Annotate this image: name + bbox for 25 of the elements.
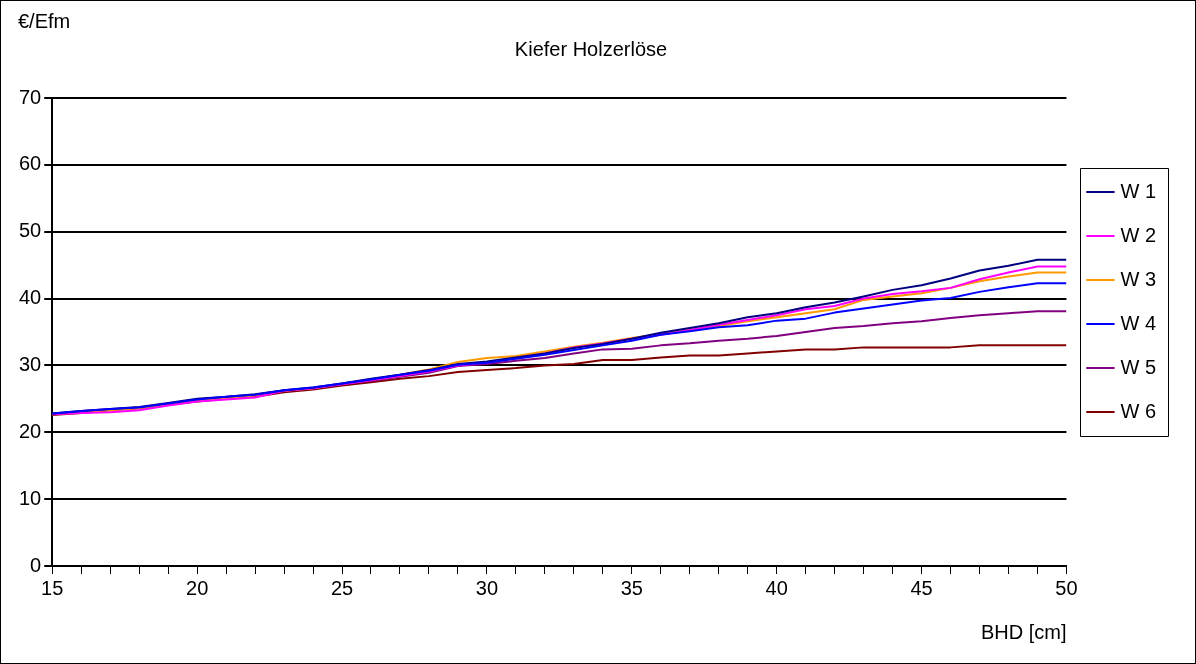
x-tick-label: 50: [1055, 576, 1078, 599]
legend-label: W 6: [1120, 399, 1157, 422]
y-tick-label: 30: [19, 352, 42, 375]
x-tick-label: 15: [41, 576, 64, 599]
x-tick-label: 40: [765, 576, 788, 599]
x-axis-title: BHD [cm]: [980, 620, 1067, 643]
legend-label: W 5: [1120, 355, 1157, 378]
y-tick-label: 70: [19, 85, 42, 108]
legend-label: W 4: [1120, 311, 1157, 334]
y-tick-label: 20: [19, 419, 42, 442]
y-tick-label: 50: [19, 219, 42, 242]
x-tick-label: 25: [330, 576, 354, 599]
chart-title: Kiefer Holzerlöse: [514, 37, 668, 60]
y-tick-label: 60: [19, 152, 42, 175]
y-tick-label: 40: [19, 286, 42, 309]
x-tick-label: 35: [620, 576, 643, 599]
legend-label: W 1: [1120, 179, 1157, 202]
x-tick-label: 45: [910, 576, 933, 599]
y-tick-label: 0: [30, 553, 42, 576]
legend-label: W 3: [1120, 267, 1157, 290]
legend-label: W 2: [1120, 223, 1157, 246]
x-tick-label: 30: [475, 576, 499, 599]
x-tick-label: 20: [186, 576, 209, 599]
y-axis-title: €/Efm: [18, 9, 71, 32]
y-tick-label: 10: [19, 486, 42, 509]
